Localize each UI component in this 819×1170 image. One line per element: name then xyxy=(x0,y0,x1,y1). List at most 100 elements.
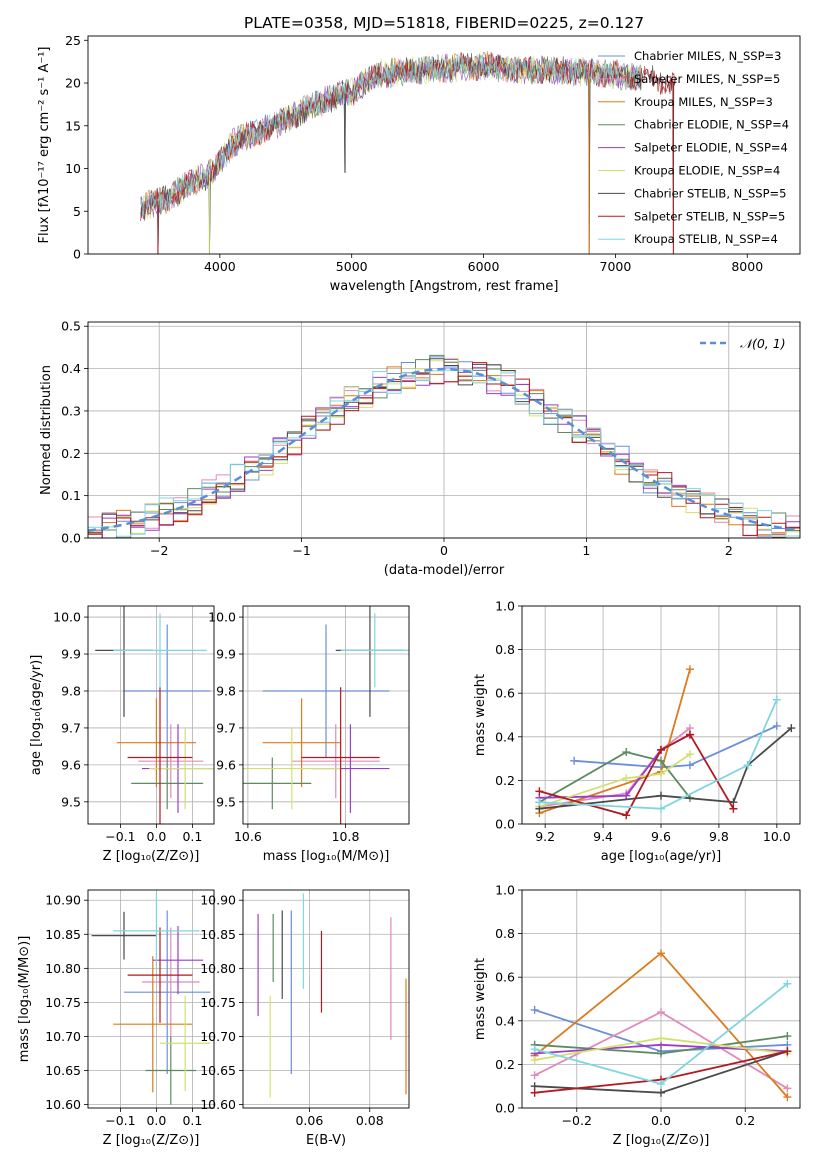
plot-area xyxy=(95,606,214,824)
weight-marker xyxy=(783,1032,792,1041)
legend-label: Chabrier MILES, N_SSP=3 xyxy=(634,49,781,63)
x-axis-label: mass [log₁₀(M/M⊙)] xyxy=(263,849,390,864)
weight-marker xyxy=(622,811,631,820)
weight-marker xyxy=(743,761,752,770)
weight-marker xyxy=(622,748,631,757)
weight-vs-age-panel: 9.2 9.4 9.6 9.8 10.0 0.0 0.2 0.4 0.6 0.8 1.0 age [l… xyxy=(473,599,801,864)
weight-marker xyxy=(535,798,544,807)
histogram-step xyxy=(88,362,800,538)
x-axis-label: (data-model)/error xyxy=(384,563,505,578)
weight-marker xyxy=(783,1084,792,1093)
y-axis-label: mass weight xyxy=(473,958,488,1040)
y-tick-label: 10.65 xyxy=(200,1063,236,1078)
age-vs-metallicity-panel: −0.1 0.0 0.1 9.5 9.6 9.7 9.8 9.9 10.0 Z [log₁₀(Z/… xyxy=(29,605,215,864)
y-tick-label: 10.90 xyxy=(200,893,236,908)
y-tick-label: 0 xyxy=(73,247,81,262)
x-tick-label: 0.0 xyxy=(146,829,166,844)
weight-series-line xyxy=(539,668,691,814)
weight-marker xyxy=(530,1088,539,1097)
residuals-panel: −2 −1 0 1 2 0.0 0.1 0.2 0.3 0.4 0.5 (data-model)/er… xyxy=(39,319,801,578)
y-tick-label: 10.90 xyxy=(45,893,81,908)
y-tick-label: 5 xyxy=(73,204,81,219)
y-tick-label: 0.3 xyxy=(61,403,81,418)
y-tick-label: 10.60 xyxy=(200,1097,236,1112)
y-tick-label: 0.4 xyxy=(495,729,515,744)
x-tick-label: 0.1 xyxy=(182,1113,202,1128)
x-axis-label: Z [log₁₀(Z/Z⊙)] xyxy=(103,849,200,864)
weight-marker xyxy=(657,769,665,778)
y-tick-label: 25 xyxy=(65,33,81,48)
legend-label: Kroupa ELODIE, N_SSP=4 xyxy=(634,164,780,178)
x-axis-label: Z [log₁₀(Z/Z⊙)] xyxy=(103,1133,200,1148)
weight-marker xyxy=(657,791,665,800)
weight-marker xyxy=(783,1093,792,1102)
plot-area xyxy=(88,354,800,538)
y-tick-label: 10.0 xyxy=(208,610,236,625)
x-axis-label: age [log₁₀(age/yr)] xyxy=(601,849,722,864)
weight-series-line xyxy=(574,725,778,769)
plot-area xyxy=(91,893,211,1105)
x-axis-label: wavelength [Angstrom, rest frame] xyxy=(330,279,559,294)
weight-marker xyxy=(530,1045,539,1054)
plot-area xyxy=(257,893,407,1098)
x-axis-label: Z [log₁₀(Z/Z⊙)] xyxy=(613,1133,710,1148)
y-tick-label: 10 xyxy=(65,161,81,176)
y-tick-label: 0.4 xyxy=(495,1013,515,1028)
y-tick-label: 9.9 xyxy=(216,647,236,662)
weight-marker xyxy=(657,804,665,813)
axes-frame xyxy=(87,605,215,825)
weight-series-line xyxy=(539,699,778,810)
y-tick-label: 0.6 xyxy=(495,686,515,701)
y-tick-label: 0.2 xyxy=(495,773,515,788)
mass-vs-ebv-panel: 0.06 0.08 10.60 10.65 10.70 10.75 10.80 10.85 10… xyxy=(200,889,410,1148)
x-tick-label: −2 xyxy=(150,543,168,558)
y-tick-label: 0.4 xyxy=(61,361,81,376)
weight-marker xyxy=(783,979,792,988)
y-tick-label: 10.80 xyxy=(200,961,236,976)
weight-marker xyxy=(657,949,665,958)
x-tick-label: 0.0 xyxy=(146,1113,166,1128)
age-vs-mass-panel: 10.6 10.8 9.5 9.6 9.7 9.8 9.9 10.0 mass [log₁₀(M… xyxy=(208,605,410,864)
weight-marker xyxy=(729,804,738,813)
weight-marker xyxy=(530,1071,539,1080)
y-axis-label: age [log₁₀(age/yr)] xyxy=(29,655,44,776)
y-tick-label: 9.6 xyxy=(61,757,81,772)
legend-label: Chabrier STELIB, N_SSP=5 xyxy=(634,186,786,200)
x-tick-label: −1 xyxy=(292,543,310,558)
y-tick-label: 0.0 xyxy=(61,531,81,546)
x-tick-label: 4000 xyxy=(204,259,236,274)
x-tick-label: 9.6 xyxy=(651,829,671,844)
y-tick-label: 0.8 xyxy=(495,926,515,941)
y-tick-label: 0.1 xyxy=(61,488,81,503)
x-tick-label: 0.2 xyxy=(735,1113,755,1128)
axes-frame xyxy=(87,321,801,539)
x-tick-label: 6000 xyxy=(468,259,500,274)
weight-marker xyxy=(657,745,665,754)
weight-marker xyxy=(772,721,781,730)
weight-marker xyxy=(787,724,796,733)
y-tick-label: 0.2 xyxy=(495,1057,515,1072)
y-tick-label: 0.0 xyxy=(495,817,515,832)
x-tick-label: 0.08 xyxy=(356,1113,384,1128)
x-tick-label: 10.6 xyxy=(234,829,262,844)
axes-frame xyxy=(521,889,801,1109)
weight-marker xyxy=(772,695,781,704)
histogram-step xyxy=(88,358,800,536)
y-tick-label: 10.70 xyxy=(45,1029,81,1044)
axes-frame xyxy=(242,889,410,1109)
weight-marker xyxy=(530,1056,539,1065)
legend-label: Chabrier ELODIE, N_SSP=4 xyxy=(634,118,789,132)
x-tick-label: 2 xyxy=(725,543,733,558)
axes-frame xyxy=(87,889,215,1109)
weight-marker xyxy=(570,756,579,765)
x-tick-label: 0.1 xyxy=(182,829,202,844)
y-tick-label: 10.80 xyxy=(45,961,81,976)
weight-vs-metallicity-panel: −0.2 0.0 0.2 0.0 0.2 0.4 0.6 0.8 1.0 Z [log₁₀(Z/Z… xyxy=(473,883,801,1148)
x-tick-label: 10.8 xyxy=(332,829,360,844)
x-tick-label: 0.0 xyxy=(651,1113,671,1128)
legend-label: 𝒩(0, 1) xyxy=(740,336,786,351)
axes-frame xyxy=(242,605,410,825)
y-tick-label: 9.6 xyxy=(216,757,236,772)
x-tick-label: 9.8 xyxy=(709,829,729,844)
